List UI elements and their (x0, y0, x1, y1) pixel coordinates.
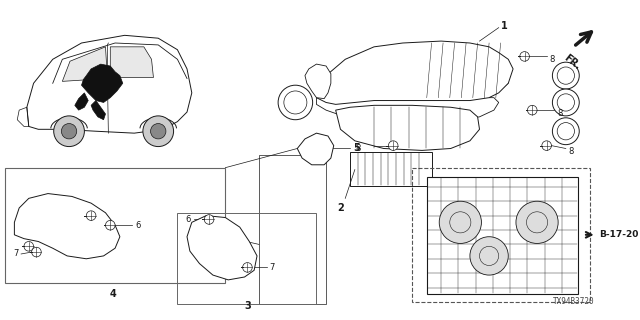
Circle shape (106, 220, 115, 230)
Text: 6: 6 (135, 221, 141, 230)
Circle shape (204, 215, 214, 224)
Circle shape (520, 52, 529, 61)
Bar (412, 168, 590, 302)
Polygon shape (110, 47, 154, 77)
Text: FR.: FR. (563, 52, 582, 72)
Text: 4: 4 (110, 290, 116, 300)
Text: 8: 8 (355, 144, 360, 153)
Polygon shape (62, 47, 108, 81)
Polygon shape (81, 64, 123, 102)
Text: 7: 7 (13, 250, 18, 259)
Polygon shape (91, 100, 106, 120)
Circle shape (86, 211, 96, 220)
Text: TX94B3720: TX94B3720 (553, 297, 595, 306)
Circle shape (243, 263, 252, 272)
Text: B-17-20: B-17-20 (600, 230, 639, 239)
Polygon shape (305, 64, 331, 99)
Circle shape (143, 116, 173, 147)
Circle shape (439, 201, 481, 244)
Bar (427, 177, 579, 294)
Circle shape (61, 124, 77, 139)
Bar (4, 168, 225, 283)
Circle shape (542, 141, 552, 150)
Polygon shape (298, 133, 333, 165)
Circle shape (150, 124, 166, 139)
Circle shape (24, 242, 33, 251)
Circle shape (54, 116, 84, 147)
Text: 2: 2 (337, 203, 344, 213)
Text: 3: 3 (244, 300, 251, 311)
Polygon shape (335, 105, 479, 150)
Text: 5: 5 (353, 143, 360, 154)
Polygon shape (27, 35, 192, 133)
Circle shape (470, 237, 508, 275)
Circle shape (552, 62, 579, 89)
Circle shape (516, 201, 558, 244)
Circle shape (388, 141, 398, 150)
Circle shape (527, 105, 537, 115)
Text: 8: 8 (550, 55, 555, 64)
Polygon shape (187, 216, 257, 280)
Text: 7: 7 (269, 263, 275, 272)
Circle shape (552, 118, 579, 145)
Text: 8: 8 (557, 108, 563, 117)
Polygon shape (14, 194, 120, 259)
Bar (350, 152, 431, 186)
Polygon shape (75, 93, 88, 110)
Circle shape (31, 247, 41, 257)
Circle shape (552, 89, 579, 116)
Circle shape (278, 85, 313, 120)
Text: 6: 6 (186, 215, 191, 224)
Text: 8: 8 (569, 147, 574, 156)
Text: 1: 1 (500, 21, 508, 31)
Polygon shape (316, 41, 513, 104)
Bar (177, 213, 316, 304)
